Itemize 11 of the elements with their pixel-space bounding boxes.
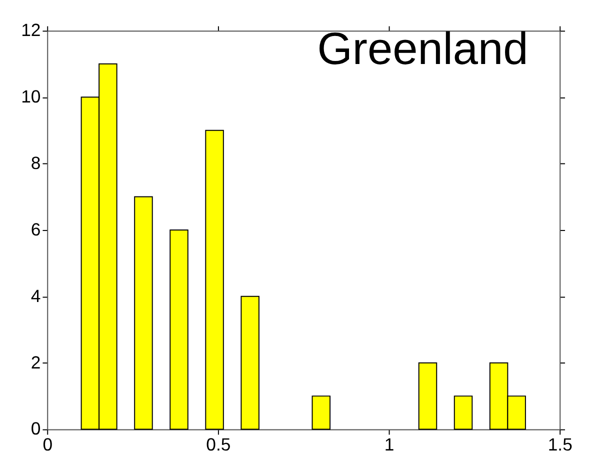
y-tick-label: 6 <box>30 219 41 240</box>
y-tick-label: 12 <box>21 20 41 40</box>
y-tick-label: 10 <box>21 86 41 107</box>
y-tick-label: 8 <box>30 152 41 173</box>
y-tick-label: 2 <box>30 352 41 372</box>
x-tick-label: 1 <box>384 434 394 454</box>
x-tick-label: 1.5 <box>548 434 573 454</box>
x-tick-label: 0.5 <box>206 434 231 454</box>
y-tick-label: 0 <box>30 418 41 439</box>
annotation: Greenland <box>317 23 528 74</box>
y-tick-label: 4 <box>30 286 41 306</box>
